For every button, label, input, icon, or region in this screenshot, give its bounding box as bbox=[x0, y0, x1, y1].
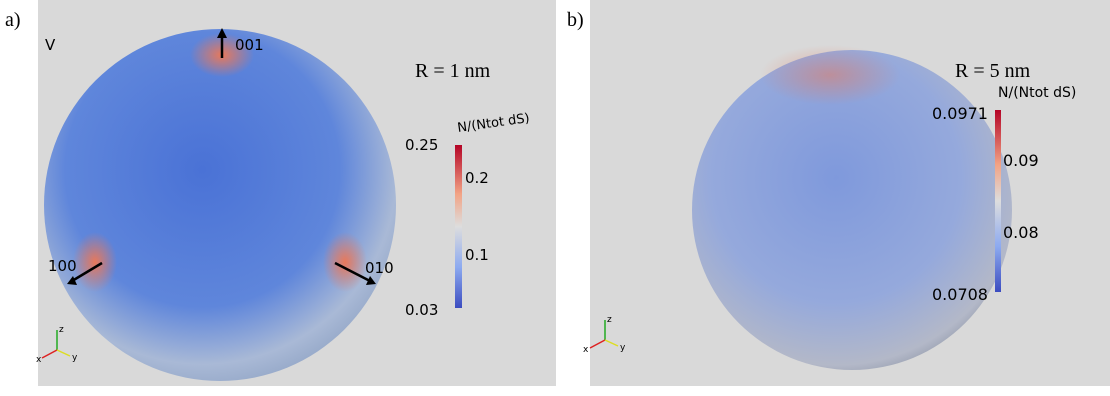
hot-spot bbox=[73, 232, 117, 292]
sphere bbox=[692, 50, 1012, 370]
corner-text: V bbox=[45, 36, 56, 54]
panel-label: a) bbox=[5, 9, 21, 31]
direction-label: 001 bbox=[235, 36, 264, 54]
colorbar bbox=[455, 145, 462, 308]
direction-label: 100 bbox=[48, 257, 77, 275]
colorbar-tick: 0.25 bbox=[405, 136, 438, 154]
hot-spot bbox=[760, 45, 900, 105]
colorbar-tick: 0.09 bbox=[1003, 151, 1039, 170]
hot-spot bbox=[323, 232, 367, 292]
axis-label: x bbox=[36, 355, 42, 365]
colorbar-tick: 0.2 bbox=[465, 169, 489, 187]
panel-a: a) V 001 100 010 R = 1 nm N/(Ntot dS) 0.… bbox=[5, 0, 556, 386]
sphere bbox=[44, 29, 396, 381]
direction-label: 010 bbox=[365, 259, 394, 277]
axis-label: y bbox=[620, 343, 626, 353]
colorbar-tick: 0.1 bbox=[465, 246, 489, 264]
colorbar-tick: 0.0971 bbox=[932, 104, 988, 123]
axes-triad bbox=[589, 320, 619, 349]
axis-label: x bbox=[583, 345, 589, 355]
axis-label: z bbox=[59, 325, 64, 335]
arrow-heads bbox=[67, 28, 376, 285]
colorbar-tick: 0.03 bbox=[405, 301, 438, 319]
colorbar-tick: 0.08 bbox=[1003, 223, 1039, 242]
radius-label: R = 5 nm bbox=[955, 60, 1031, 82]
colorbar-tick: 0.0708 bbox=[932, 285, 988, 304]
axes-triad bbox=[41, 330, 71, 359]
colorbar-title: N/(Ntot dS) bbox=[998, 85, 1076, 101]
axis-label: z bbox=[607, 315, 612, 325]
axis-label: y bbox=[72, 353, 78, 363]
panel-b: b) R = 5 nm N/(Ntot dS) 0.0971 0.09 0.08… bbox=[567, 0, 1110, 386]
radius-label: R = 1 nm bbox=[415, 60, 491, 82]
panel-label: b) bbox=[567, 9, 584, 31]
colorbar bbox=[995, 110, 1001, 292]
